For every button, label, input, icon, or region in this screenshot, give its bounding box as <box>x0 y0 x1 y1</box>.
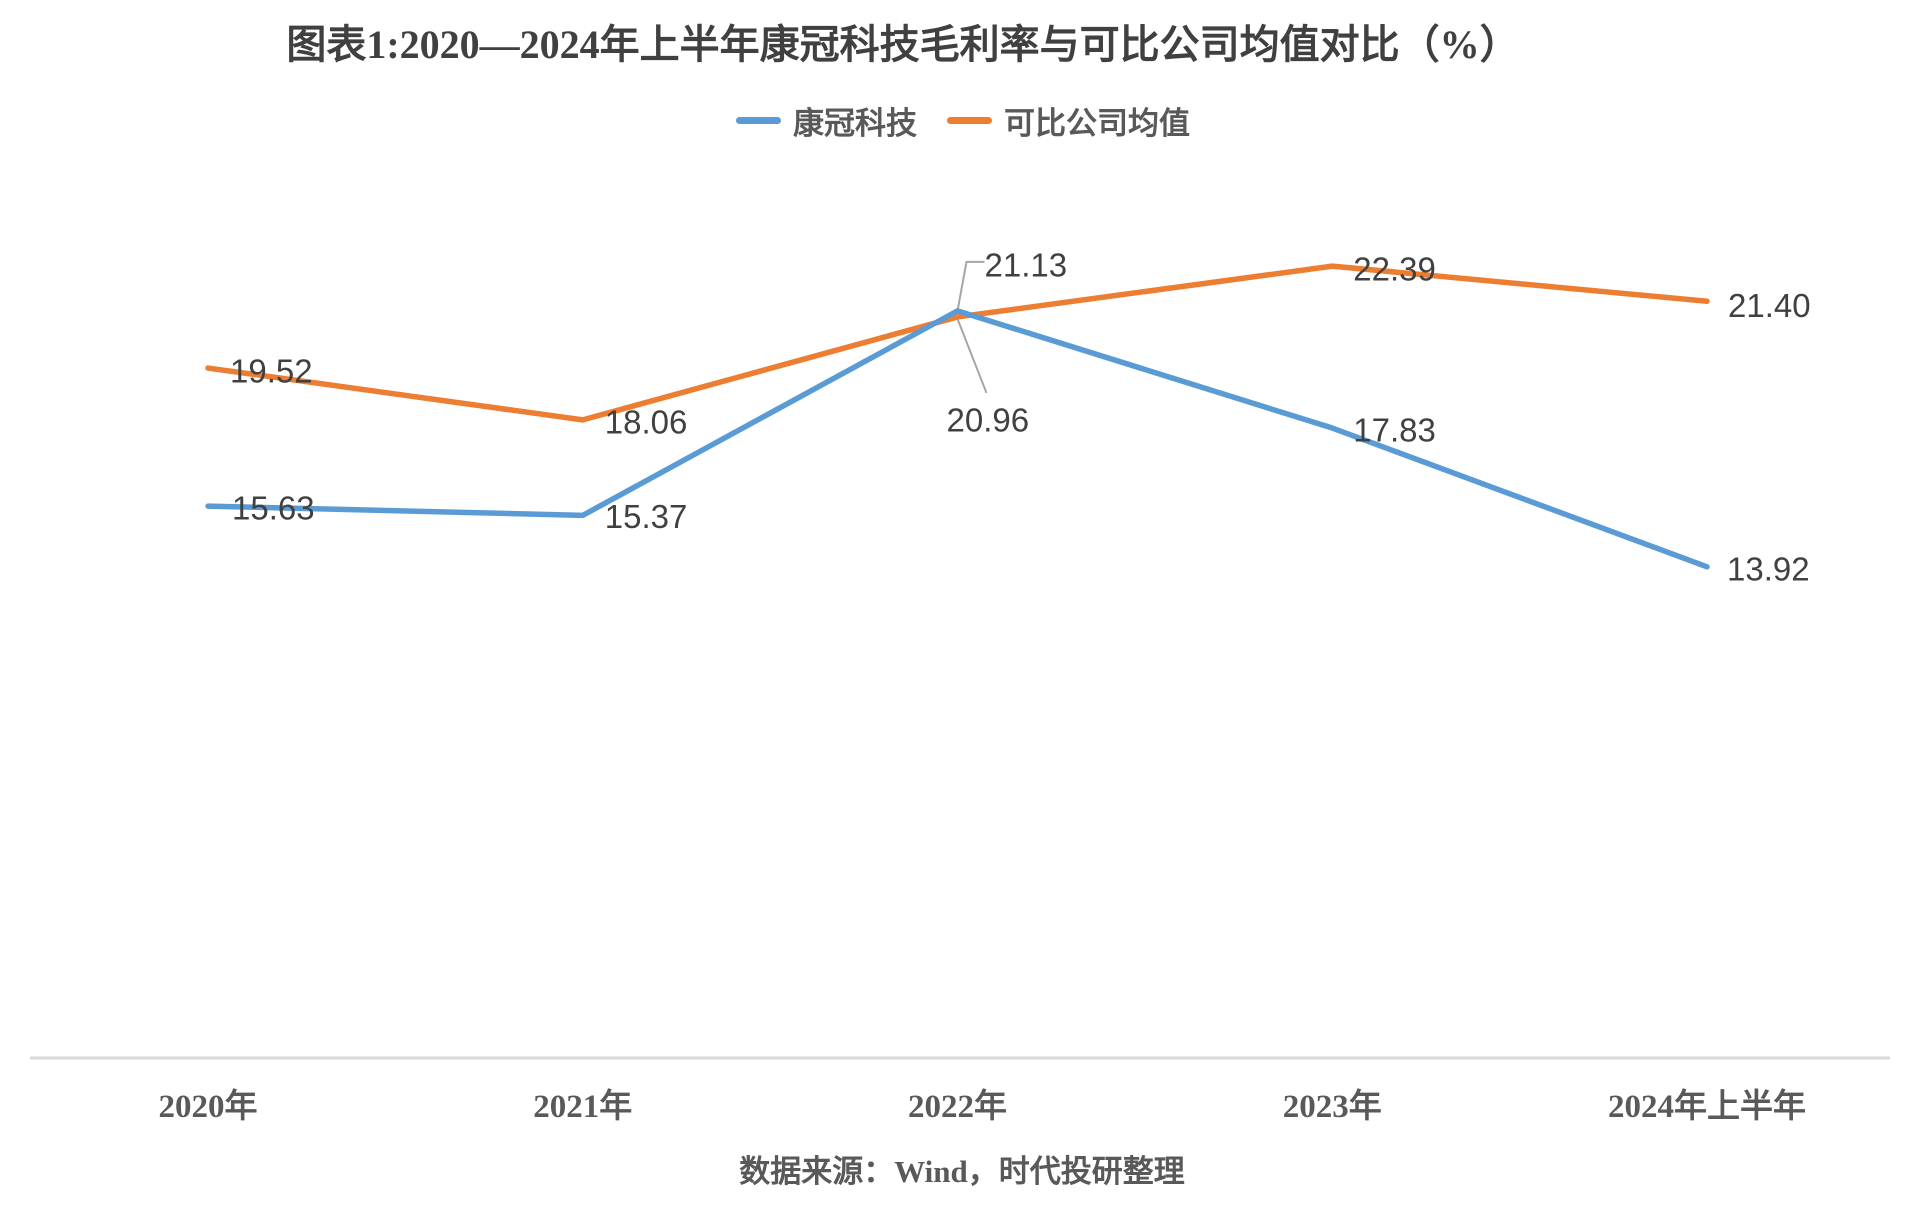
data-label: 22.39 <box>1353 251 1436 288</box>
x-axis-label: 2022年 <box>908 1088 1007 1125</box>
legend-item: 康冠科技 <box>736 98 917 143</box>
label-leader-line <box>956 318 988 394</box>
data-label: 17.83 <box>1353 412 1436 449</box>
legend-item: 可比公司均值 <box>947 98 1190 143</box>
x-axis-label: 2020年 <box>159 1088 258 1125</box>
legend-swatch-icon <box>947 117 992 124</box>
chart-title: 图表1:2020—2024年上半年康冠科技毛利率与可比公司均值对比（%） <box>286 22 1520 67</box>
series-line-peers-average <box>205 263 1710 423</box>
x-axis-label: 2021年 <box>533 1088 632 1125</box>
series-line-company <box>205 308 1710 570</box>
data-label: 20.96 <box>947 401 1030 438</box>
legend-label: 康冠科技 <box>793 106 917 141</box>
data-label: 21.40 <box>1728 287 1811 324</box>
data-label: 13.92 <box>1727 550 1810 587</box>
legend-swatch-icon <box>736 117 781 124</box>
label-leader-line <box>956 260 985 312</box>
data-label: 18.06 <box>605 403 688 440</box>
source-note: 数据来源：Wind，时代投研整理 <box>739 1154 1185 1189</box>
data-label: 15.63 <box>232 490 315 527</box>
legend: 康冠科技 可比公司均值 <box>736 98 1190 143</box>
data-label: 21.13 <box>985 246 1068 283</box>
legend-label: 可比公司均值 <box>1004 106 1190 141</box>
data-label: 19.52 <box>230 353 313 390</box>
x-axis-label: 2023年 <box>1283 1088 1382 1125</box>
data-label: 15.37 <box>605 498 688 535</box>
x-axis-label: 2024年上半年 <box>1608 1088 1806 1125</box>
